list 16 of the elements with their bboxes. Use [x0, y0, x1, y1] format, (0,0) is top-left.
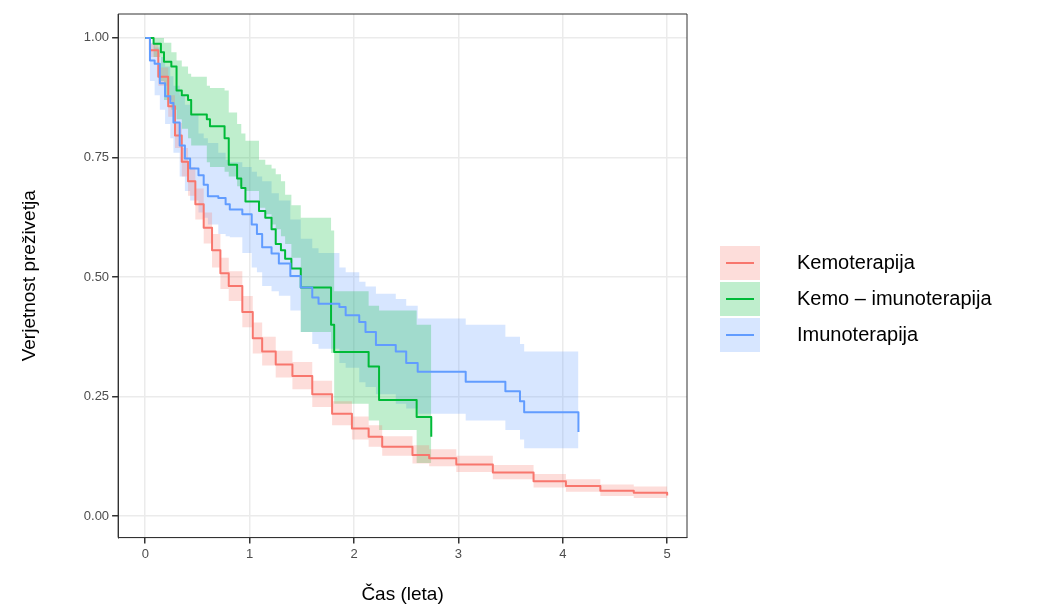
x-axis-title: Čas (leta): [361, 582, 444, 604]
legend-label: Imunoterapija: [797, 323, 919, 346]
x-tick-label: 3: [454, 545, 463, 561]
legend-label: Kemo – imunoterapija: [797, 287, 992, 310]
y-tick-label: 0.50: [83, 268, 110, 284]
x-tick-label: 5: [663, 545, 671, 561]
y-tick-label: 1.00: [83, 29, 110, 45]
y-axis-title: Verjetnost preživetja: [17, 189, 39, 362]
x-tick-label: 0: [141, 545, 149, 561]
x-tick-label: 4: [559, 545, 567, 561]
x-tick-label: 1: [246, 545, 254, 561]
y-tick-label: 0.25: [83, 388, 110, 404]
y-tick-label: 0.00: [83, 507, 110, 523]
legend-label: Kemoterapija: [797, 251, 915, 274]
x-tick-label: 2: [350, 545, 358, 561]
y-tick-label: 0.75: [83, 149, 110, 165]
